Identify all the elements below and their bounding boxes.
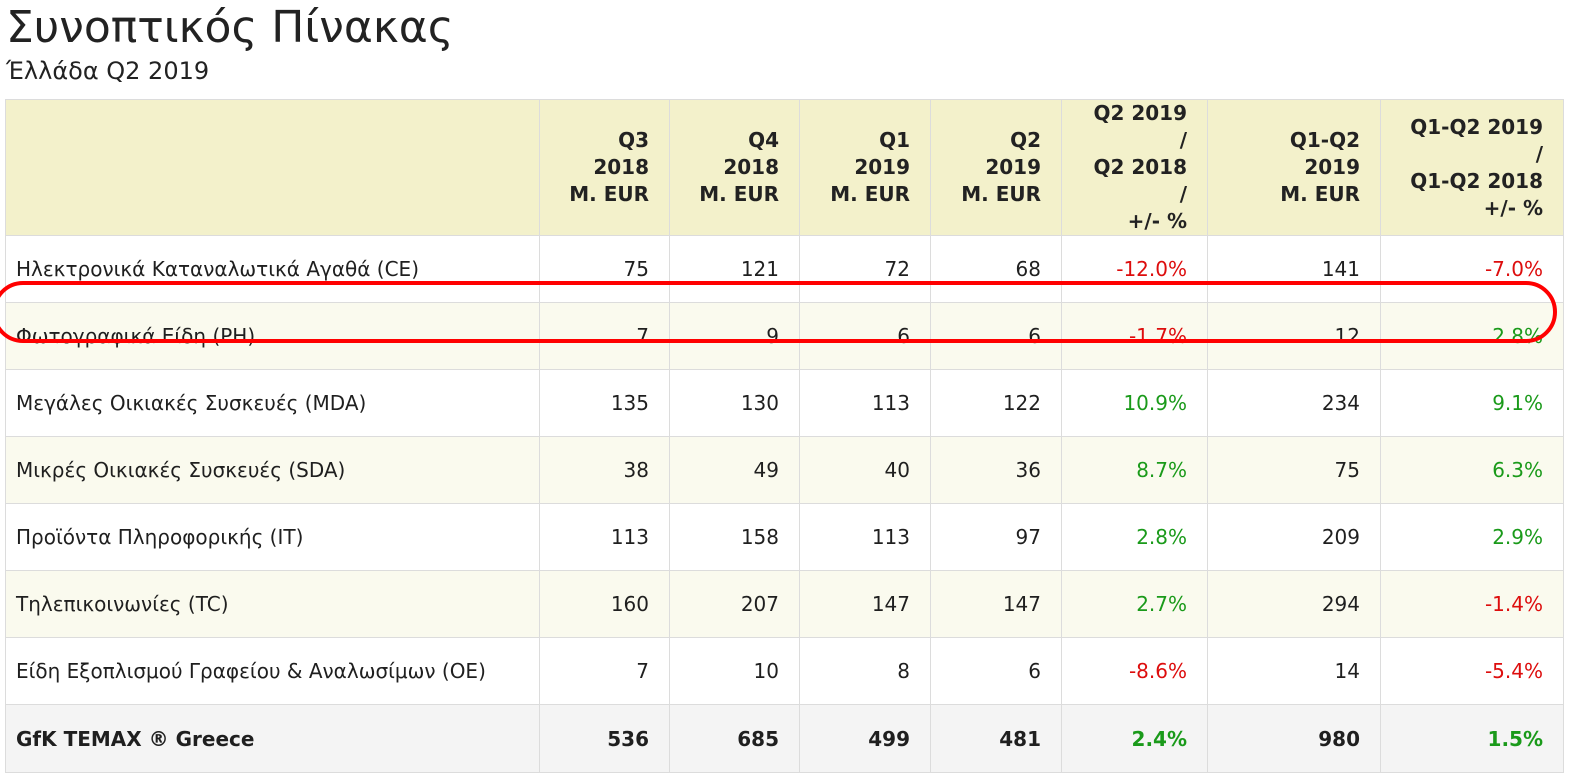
table-cell: 481	[930, 704, 1062, 773]
table-cell: 9	[669, 302, 800, 370]
column-header: Q4 2018 M. EUR	[669, 99, 800, 236]
table-cell: 2.8%	[1380, 302, 1564, 370]
table-cell: 40	[799, 436, 931, 504]
table-cell: 141	[1207, 235, 1381, 303]
table-cell: 6	[930, 302, 1062, 370]
table-cell: 147	[799, 570, 931, 638]
column-header: Q2 2019 M. EUR	[930, 99, 1062, 236]
table-cell: 1.5%	[1380, 704, 1564, 773]
table-cell: 6.3%	[1380, 436, 1564, 504]
table-cell: 8	[799, 637, 931, 705]
table-cell: 7	[539, 302, 670, 370]
table-row: Τηλεπικοινωνίες (TC) 160 207 147 147 2.7% 294-…	[5, 570, 1564, 638]
table-cell: 294	[1207, 570, 1381, 638]
table-cell: 12	[1207, 302, 1381, 370]
page-subtitle: Έλλάδα Q2 2019	[6, 57, 210, 85]
table-cell: 8.7%	[1061, 436, 1208, 504]
column-header	[5, 99, 540, 236]
table-cell: 113	[539, 503, 670, 571]
table-cell: 121	[669, 235, 800, 303]
table-cell: 209	[1207, 503, 1381, 571]
table-cell: 160	[539, 570, 670, 638]
table-cell: 7	[539, 637, 670, 705]
table-total-row: GfK TEMAX ® Greece 536 685 499 481 2.4% 980 1.5…	[5, 704, 1564, 773]
table-header-row: Q3 2018 M. EUR Q4 2018 M. EUR Q1 2019 M.…	[5, 99, 1564, 236]
table-cell: 147	[930, 570, 1062, 638]
table-row: Μεγάλες Οικιακές Συσκευές (MDA) 135 130 113…	[5, 369, 1564, 437]
table-cell: -7.0%	[1380, 235, 1564, 303]
row-label: Μεγάλες Οικιακές Συσκευές (MDA)	[5, 369, 540, 437]
table-cell: 49	[669, 436, 800, 504]
table-cell: 2.7%	[1061, 570, 1208, 638]
table-cell: 685	[669, 704, 800, 773]
table-cell: 113	[799, 503, 931, 571]
row-label: GfK TEMAX ® Greece	[5, 704, 540, 773]
table-cell: -1.4%	[1380, 570, 1564, 638]
table-cell: 10.9%	[1061, 369, 1208, 437]
table-cell: 6	[930, 637, 1062, 705]
table-cell: 36	[930, 436, 1062, 504]
table-row: Φωτογραφικά Είδη (PH) 7 9 6 6 -1.7% 12 2.8%	[5, 302, 1564, 370]
row-label: Φωτογραφικά Είδη (PH)	[5, 302, 540, 370]
table-cell: 135	[539, 369, 670, 437]
table-cell: 980	[1207, 704, 1381, 773]
table-row: Μικρές Οικιακές Συσκευές (SDA) 38 49 40 36 8.…	[5, 436, 1564, 504]
table-row: Προϊόντα Πληροφορικής (IT) 113 158 113 97 2.8…	[5, 503, 1564, 571]
column-header: Q2 2019 / Q2 2018 / +/- %	[1061, 99, 1208, 236]
table-cell: 158	[669, 503, 800, 571]
column-header: Q1-Q2 2019 M. EUR	[1207, 99, 1381, 236]
table-cell: 72	[799, 235, 931, 303]
table-cell: -12.0%	[1061, 235, 1208, 303]
table-cell: -5.4%	[1380, 637, 1564, 705]
row-label: Είδη Εξοπλισμού Γραφείου & Αναλωσίμων (O…	[5, 637, 540, 705]
table-cell: -8.6%	[1061, 637, 1208, 705]
table-cell: -1.7%	[1061, 302, 1208, 370]
row-label: Ηλεκτρονικά Καταναλωτικά Αγαθά (CE)	[5, 235, 540, 303]
table-cell: 2.4%	[1061, 704, 1208, 773]
table-cell: 75	[1207, 436, 1381, 504]
table-cell: 97	[930, 503, 1062, 571]
table-cell: 14	[1207, 637, 1381, 705]
table-row: Ηλεκτρονικά Καταναλωτικά Αγαθά (CE) 75 121…	[5, 235, 1564, 303]
row-label: Προϊόντα Πληροφορικής (IT)	[5, 503, 540, 571]
table-cell: 2.8%	[1061, 503, 1208, 571]
table-cell: 6	[799, 302, 931, 370]
summary-table: Q3 2018 M. EUR Q4 2018 M. EUR Q1 2019 M.…	[5, 99, 1564, 773]
table-cell: 75	[539, 235, 670, 303]
table-cell: 2.9%	[1380, 503, 1564, 571]
table-cell: 122	[930, 369, 1062, 437]
table-cell: 113	[799, 369, 931, 437]
table-cell: 234	[1207, 369, 1381, 437]
page-title: Συνοπτικός Πίνακας	[6, 2, 454, 53]
column-header: Q1-Q2 2019 / Q1-Q2 2018 +/- %	[1380, 99, 1564, 236]
table-cell: 9.1%	[1380, 369, 1564, 437]
table-cell: 536	[539, 704, 670, 773]
table-cell: 10	[669, 637, 800, 705]
table-row: Είδη Εξοπλισμού Γραφείου & Αναλωσίμων (O…	[5, 637, 1564, 705]
row-label: Μικρές Οικιακές Συσκευές (SDA)	[5, 436, 540, 504]
column-header: Q3 2018 M. EUR	[539, 99, 670, 236]
table-cell: 207	[669, 570, 800, 638]
table-cell: 130	[669, 369, 800, 437]
table-cell: 68	[930, 235, 1062, 303]
row-label: Τηλεπικοινωνίες (TC)	[5, 570, 540, 638]
column-header: Q1 2019 M. EUR	[799, 99, 931, 236]
table-cell: 38	[539, 436, 670, 504]
table-cell: 499	[799, 704, 931, 773]
